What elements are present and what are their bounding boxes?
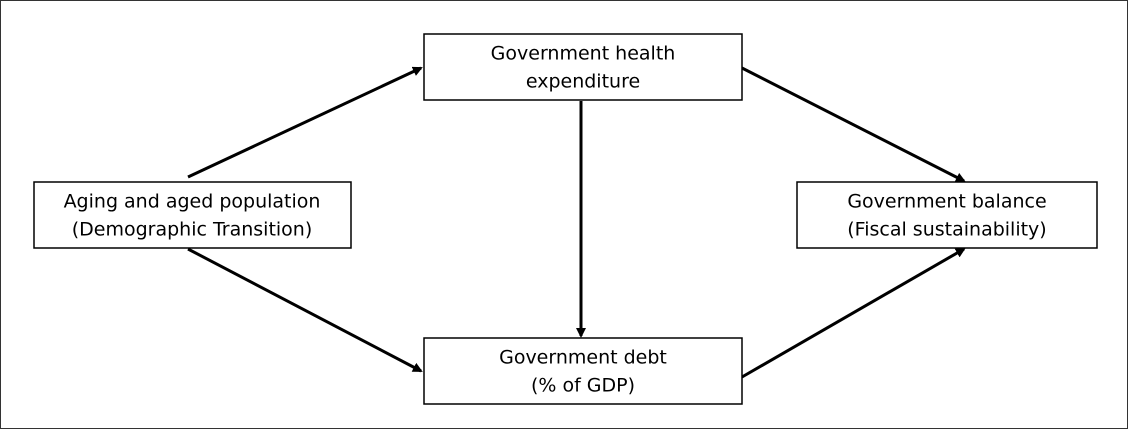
node-label: Government debt [499, 347, 667, 369]
node: Government balance (Fiscal sustainabilit… [796, 181, 1098, 249]
node-label: (% of GDP) [531, 375, 635, 397]
node-box [33, 181, 352, 249]
arrow [741, 66, 966, 183]
arrow [741, 247, 966, 379]
arrow [187, 247, 423, 373]
node-box [423, 33, 743, 101]
node: Government health expenditure [423, 33, 743, 101]
node-box [796, 181, 1098, 249]
node-label: Government balance [847, 191, 1046, 213]
node: Government debt (% of GDP) [423, 337, 743, 405]
node-label: expenditure [526, 71, 640, 93]
arrow [187, 66, 423, 179]
node: Aging and aged population (Demographic T… [33, 181, 352, 249]
node-label: Aging and aged population [64, 191, 321, 213]
node-box [423, 337, 743, 405]
node-label: Government health [491, 43, 676, 65]
node-label: (Demographic Transition) [72, 219, 313, 241]
node-label: (Fiscal sustainability) [847, 219, 1046, 241]
